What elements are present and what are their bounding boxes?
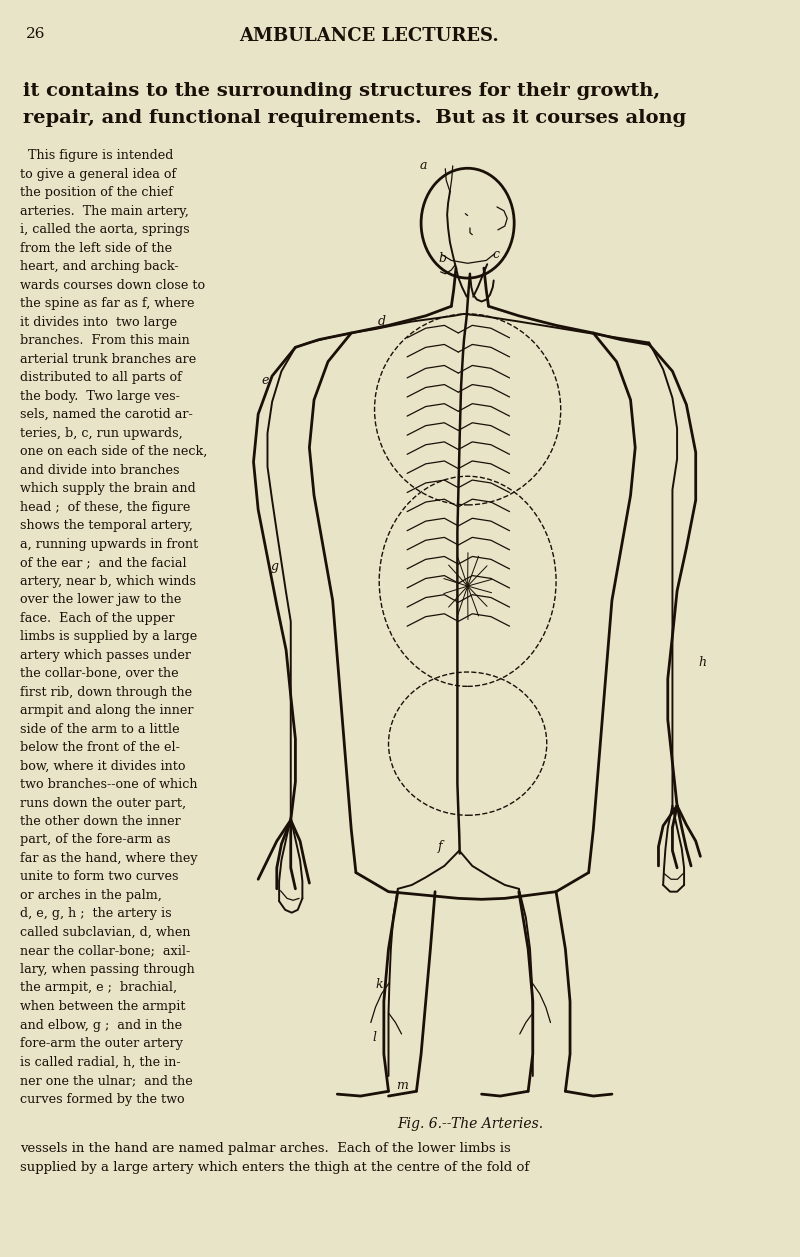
Text: supplied by a large artery which enters the thigh at the centre of the fold of: supplied by a large artery which enters … xyxy=(20,1161,530,1174)
Text: d: d xyxy=(378,316,386,328)
Text: sels, named the carotid ar-: sels, named the carotid ar- xyxy=(20,409,193,421)
Text: l: l xyxy=(373,1031,377,1045)
Text: 26: 26 xyxy=(26,26,46,41)
Text: the collar-bone, over the: the collar-bone, over the xyxy=(20,667,179,680)
Text: h: h xyxy=(698,656,706,669)
Text: k: k xyxy=(375,978,383,991)
Text: artery, near b, which winds: artery, near b, which winds xyxy=(20,574,196,587)
Text: the body.  Two large ves-: the body. Two large ves- xyxy=(20,390,180,402)
Text: b: b xyxy=(438,251,446,265)
Text: armpit and along the inner: armpit and along the inner xyxy=(20,704,194,716)
Text: or arches in the palm,: or arches in the palm, xyxy=(20,889,162,903)
Text: it divides into  two large: it divides into two large xyxy=(20,316,178,328)
Text: d, e, g, h ;  the artery is: d, e, g, h ; the artery is xyxy=(20,908,172,920)
Text: This figure is intended: This figure is intended xyxy=(20,150,174,162)
Text: the armpit, e ;  brachial,: the armpit, e ; brachial, xyxy=(20,982,178,994)
Text: from the left side of the: from the left side of the xyxy=(20,241,173,254)
Text: a, running upwards in front: a, running upwards in front xyxy=(20,538,198,551)
Text: face.  Each of the upper: face. Each of the upper xyxy=(20,611,175,625)
Text: one on each side of the neck,: one on each side of the neck, xyxy=(20,445,208,458)
Text: over the lower jaw to the: over the lower jaw to the xyxy=(20,593,182,606)
Text: heart, and arching back-: heart, and arching back- xyxy=(20,260,179,273)
Text: when between the armpit: when between the armpit xyxy=(20,1001,186,1013)
Text: e: e xyxy=(262,375,269,387)
Text: f: f xyxy=(438,840,442,854)
Text: unite to form two curves: unite to form two curves xyxy=(20,871,178,884)
Text: Fig. 6.--The Arteries.: Fig. 6.--The Arteries. xyxy=(397,1117,543,1131)
Text: it contains to the surrounding structures for their growth,: it contains to the surrounding structure… xyxy=(23,82,660,101)
Text: teries, b, c, run upwards,: teries, b, c, run upwards, xyxy=(20,426,183,440)
Text: of the ear ;  and the facial: of the ear ; and the facial xyxy=(20,556,187,569)
Text: ner one the ulnar;  and the: ner one the ulnar; and the xyxy=(20,1073,193,1087)
Text: below the front of the el-: below the front of the el- xyxy=(20,740,180,754)
Text: two branches--one of which: two branches--one of which xyxy=(20,778,198,791)
Text: fore-arm the outer artery: fore-arm the outer artery xyxy=(20,1037,183,1050)
Text: g: g xyxy=(270,561,278,573)
Text: is called radial, h, the in-: is called radial, h, the in- xyxy=(20,1056,181,1068)
Text: and divide into branches: and divide into branches xyxy=(20,464,180,476)
Text: head ;  of these, the figure: head ; of these, the figure xyxy=(20,500,190,514)
Text: part, of the fore-arm as: part, of the fore-arm as xyxy=(20,833,170,846)
Text: distributed to all parts of: distributed to all parts of xyxy=(20,371,182,383)
Text: AMBULANCE LECTURES.: AMBULANCE LECTURES. xyxy=(239,26,498,45)
Text: first rib, down through the: first rib, down through the xyxy=(20,685,193,699)
Text: the other down the inner: the other down the inner xyxy=(20,815,181,828)
Text: far as the hand, where they: far as the hand, where they xyxy=(20,852,198,865)
Text: near the collar-bone;  axil-: near the collar-bone; axil- xyxy=(20,944,190,958)
Text: side of the arm to a little: side of the arm to a little xyxy=(20,723,180,735)
Text: i, called the aorta, springs: i, called the aorta, springs xyxy=(20,222,190,236)
Text: arteries.  The main artery,: arteries. The main artery, xyxy=(20,205,189,217)
Text: c: c xyxy=(492,248,499,261)
Text: repair, and functional requirements.  But as it courses along: repair, and functional requirements. But… xyxy=(23,109,686,127)
Text: shows the temporal artery,: shows the temporal artery, xyxy=(20,519,193,532)
Text: m: m xyxy=(397,1079,409,1092)
Text: limbs is supplied by a large: limbs is supplied by a large xyxy=(20,630,198,644)
Text: and elbow, g ;  and in the: and elbow, g ; and in the xyxy=(20,1018,182,1032)
Text: a: a xyxy=(420,160,427,172)
Text: branches.  From this main: branches. From this main xyxy=(20,334,190,347)
Text: arterial trunk branches are: arterial trunk branches are xyxy=(20,352,197,366)
Text: curves formed by the two: curves formed by the two xyxy=(20,1092,185,1105)
Text: artery which passes under: artery which passes under xyxy=(20,649,191,661)
Text: called subclavian, d, when: called subclavian, d, when xyxy=(20,926,190,939)
Text: runs down the outer part,: runs down the outer part, xyxy=(20,797,186,810)
Text: which supply the brain and: which supply the brain and xyxy=(20,481,196,495)
Text: the spine as far as f, where: the spine as far as f, where xyxy=(20,297,194,310)
Text: the position of the chief: the position of the chief xyxy=(20,186,174,199)
Text: vessels in the hand are named palmar arches.  Each of the lower limbs is: vessels in the hand are named palmar arc… xyxy=(20,1143,511,1155)
Text: to give a general idea of: to give a general idea of xyxy=(20,167,177,181)
Text: wards courses down close to: wards courses down close to xyxy=(20,279,206,292)
Text: lary, when passing through: lary, when passing through xyxy=(20,963,195,975)
Text: bow, where it divides into: bow, where it divides into xyxy=(20,759,186,773)
